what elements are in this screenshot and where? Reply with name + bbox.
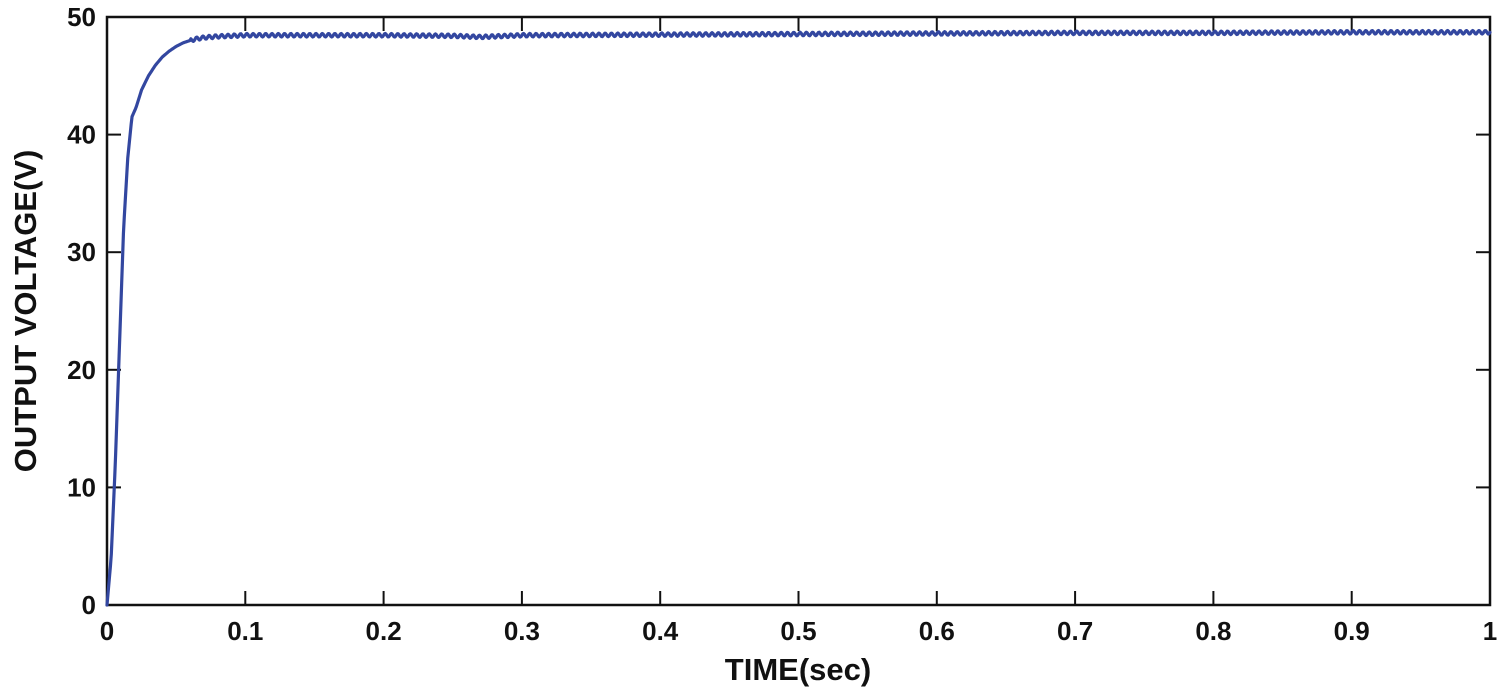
y-tick-label: 10	[67, 472, 96, 502]
x-tick-label: 0.7	[1057, 616, 1093, 646]
y-axis-label: OUTPUT VOLTAGE(V)	[8, 150, 43, 473]
x-tick-label: 0.9	[1334, 616, 1370, 646]
x-tick-label: 0.3	[504, 616, 540, 646]
x-tick-label: 0.8	[1195, 616, 1231, 646]
x-tick-label: 0.5	[780, 616, 816, 646]
y-tick-label: 30	[67, 237, 96, 267]
series-line-output-voltage	[105, 28, 1492, 607]
x-axis-label: TIME(sec)	[725, 652, 871, 687]
y-tick-label: 50	[67, 2, 96, 32]
plot-area	[105, 15, 1492, 607]
x-tick-label: 0.2	[366, 616, 402, 646]
x-tick-label: 0.1	[227, 616, 263, 646]
y-tick-label: 20	[67, 355, 96, 385]
y-tick-label: 0	[82, 590, 96, 620]
y-tick-label: 40	[67, 120, 96, 150]
x-tick-label: 0	[100, 616, 114, 646]
x-tick-label: 1	[1483, 616, 1497, 646]
x-tick-label: 0.6	[919, 616, 955, 646]
x-tick-label: 0.4	[642, 616, 679, 646]
